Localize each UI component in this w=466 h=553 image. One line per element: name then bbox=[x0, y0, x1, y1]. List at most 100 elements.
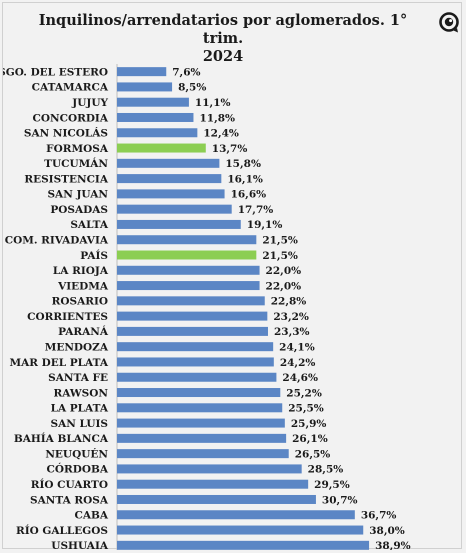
category-label: LA RIOJA bbox=[53, 265, 109, 277]
data-label: 25,9% bbox=[291, 418, 327, 430]
category-label: RÍO CUARTO bbox=[31, 477, 108, 491]
bar bbox=[117, 494, 316, 504]
chart-title: Inquilinos/arrendatarios por aglomerados… bbox=[23, 12, 423, 66]
bar-chart: SGO. DEL ESTERO 7,6% CATAMARCA 8,5% JUJUY 11,… bbox=[3, 64, 411, 550]
data-label: 25,2% bbox=[286, 387, 322, 399]
magnifier-logo-icon bbox=[439, 12, 459, 33]
bar bbox=[117, 388, 281, 398]
data-label: 28,5% bbox=[308, 464, 344, 476]
bar bbox=[117, 235, 257, 245]
category-label: MAR DEL PLATA bbox=[9, 357, 108, 369]
data-label: 16,1% bbox=[227, 173, 263, 185]
bar bbox=[117, 82, 173, 92]
category-label: POSADAS bbox=[50, 204, 108, 216]
category-label: SANTA ROSA bbox=[30, 494, 109, 506]
data-label: 8,5% bbox=[178, 82, 206, 94]
bar bbox=[117, 265, 260, 275]
chart-title-line-2: 2024 bbox=[202, 48, 244, 65]
data-label: 23,2% bbox=[273, 311, 309, 323]
data-label: 11,8% bbox=[199, 112, 235, 124]
data-label: 22,0% bbox=[266, 265, 302, 277]
bar bbox=[117, 67, 167, 77]
data-label: 22,0% bbox=[266, 280, 302, 292]
bar bbox=[117, 128, 198, 138]
bar bbox=[117, 97, 189, 107]
category-label: COM. RIVADAVIA bbox=[5, 235, 109, 247]
bar bbox=[117, 250, 257, 260]
data-label: 25,5% bbox=[288, 403, 324, 415]
category-label: NEUQUÉN bbox=[45, 446, 108, 460]
bar bbox=[117, 433, 287, 443]
category-label: PAÍS bbox=[80, 248, 108, 262]
bar bbox=[117, 540, 370, 550]
data-label: 21,5% bbox=[262, 250, 298, 262]
category-label: SAN LUIS bbox=[51, 418, 108, 430]
category-label: CATAMARCA bbox=[32, 82, 109, 94]
category-label: SANTA FE bbox=[48, 372, 108, 384]
data-label: 38,9% bbox=[375, 540, 411, 550]
data-label: 26,5% bbox=[295, 448, 331, 460]
bar bbox=[117, 464, 302, 474]
category-label: JUJUY bbox=[71, 97, 108, 109]
bar bbox=[117, 143, 206, 153]
category-label: TUCUMÁN bbox=[44, 156, 108, 170]
category-label: RÍO GALLEGOS bbox=[16, 523, 108, 537]
data-label: 11,1% bbox=[195, 97, 231, 109]
bar bbox=[117, 403, 283, 413]
category-label: RESISTENCIA bbox=[24, 173, 108, 185]
data-label: 12,4% bbox=[203, 128, 239, 140]
bar bbox=[117, 281, 260, 291]
category-label: USHUAIA bbox=[51, 540, 109, 550]
data-label: 29,5% bbox=[314, 479, 350, 491]
bar bbox=[117, 449, 289, 459]
bar bbox=[117, 158, 220, 168]
bar bbox=[117, 219, 241, 229]
data-label: 23,3% bbox=[274, 326, 310, 338]
category-label: VIEDMA bbox=[57, 280, 109, 292]
category-label: CORRIENTES bbox=[27, 311, 108, 323]
data-label: 24,6% bbox=[282, 372, 318, 384]
data-label: 17,7% bbox=[238, 204, 274, 216]
category-label: FORMOSA bbox=[46, 143, 109, 155]
data-label: 19,1% bbox=[247, 219, 283, 231]
data-label: 15,8% bbox=[225, 158, 261, 170]
chart-title-line-1: Inquilinos/arrendatarios por aglomerados… bbox=[38, 12, 408, 47]
bar bbox=[117, 174, 222, 184]
bar bbox=[117, 525, 364, 535]
bar bbox=[117, 204, 232, 214]
category-label: CÓRDOBA bbox=[46, 462, 108, 476]
bar bbox=[117, 112, 194, 122]
bar bbox=[117, 189, 225, 199]
chart-frame: Inquilinos/arrendatarios por aglomerados… bbox=[2, 2, 462, 550]
category-label: SALTA bbox=[70, 219, 108, 231]
bar bbox=[117, 296, 265, 306]
data-label: 13,7% bbox=[212, 143, 248, 155]
category-label: SAN NICOLÁS bbox=[24, 126, 108, 140]
category-label: RAWSON bbox=[54, 387, 109, 399]
data-label: 24,1% bbox=[279, 341, 315, 353]
category-label: SAN JUAN bbox=[47, 189, 108, 201]
category-label: SGO. DEL ESTERO bbox=[3, 66, 108, 78]
data-label: 7,6% bbox=[172, 66, 200, 78]
category-label: ROSARIO bbox=[52, 296, 108, 308]
bar bbox=[117, 372, 277, 382]
data-label: 22,8% bbox=[271, 296, 307, 308]
bar bbox=[117, 510, 355, 520]
bar bbox=[117, 326, 268, 336]
data-label: 36,7% bbox=[361, 510, 397, 522]
data-label: 38,0% bbox=[369, 525, 405, 537]
bar bbox=[117, 357, 274, 367]
data-label: 26,1% bbox=[292, 433, 328, 445]
bar bbox=[117, 479, 309, 489]
data-label: 21,5% bbox=[262, 235, 298, 247]
data-label: 24,2% bbox=[280, 357, 316, 369]
bar bbox=[117, 311, 268, 321]
category-label: PARANÁ bbox=[58, 324, 109, 338]
category-label: CONCORDIA bbox=[33, 112, 109, 124]
category-label: BAHÍA BLANCA bbox=[14, 431, 109, 445]
data-label: 16,6% bbox=[231, 189, 267, 201]
category-label: CABA bbox=[74, 510, 108, 522]
bar bbox=[117, 342, 274, 352]
category-label: MENDOZA bbox=[45, 341, 109, 353]
data-label: 30,7% bbox=[322, 494, 358, 506]
